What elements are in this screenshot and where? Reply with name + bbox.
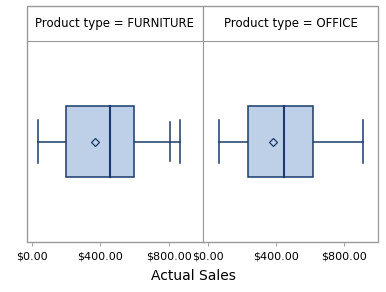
Bar: [66, 106, 134, 177]
Text: Product type = FURNITURE: Product type = FURNITURE: [36, 17, 194, 30]
Bar: [248, 106, 313, 177]
Text: Actual Sales: Actual Sales: [151, 269, 235, 283]
Text: Product type = OFFICE: Product type = OFFICE: [223, 17, 357, 30]
